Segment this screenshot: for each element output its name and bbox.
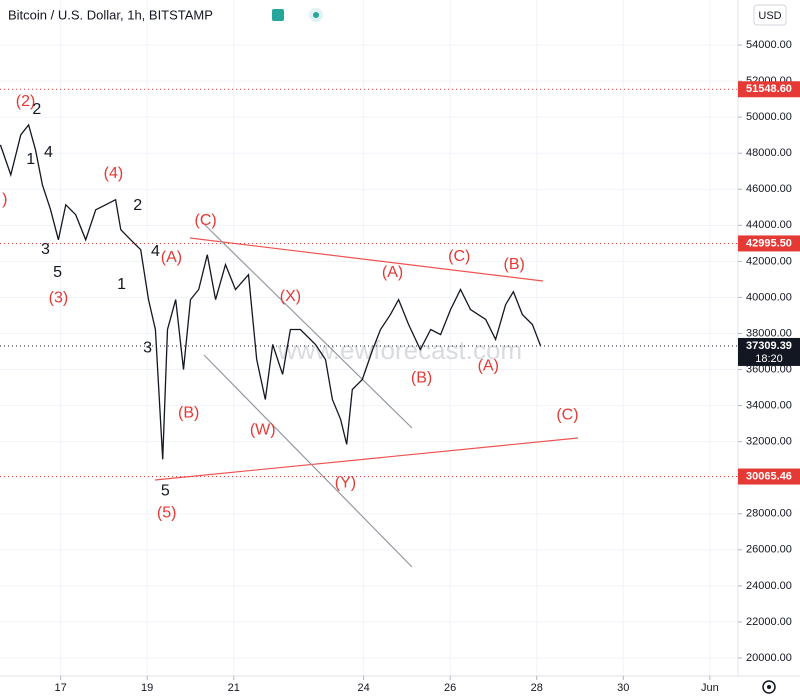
wave-label: 2 xyxy=(32,101,41,118)
y-tick-label: 20000.00 xyxy=(746,652,792,664)
x-tick-label: 28 xyxy=(531,682,543,694)
wave-label: 2 xyxy=(133,197,142,214)
wave-label: ) xyxy=(2,191,7,208)
y-tick-label: 28000.00 xyxy=(746,508,792,520)
wave-label: (2) xyxy=(16,93,36,110)
wave-label: (A) xyxy=(161,249,182,266)
currency-button[interactable] xyxy=(753,4,787,26)
level-label: 37309.39 xyxy=(746,340,792,352)
status-dot xyxy=(313,12,319,18)
y-tick-label: 54000.00 xyxy=(746,39,792,51)
level-time: 18:20 xyxy=(755,353,783,365)
wave-label: (4) xyxy=(104,165,124,182)
wave-label: (B) xyxy=(504,256,525,273)
wave-label: 1 xyxy=(117,276,126,293)
chart-title: Bitcoin / U.S. Dollar, 1h, BITSTAMP xyxy=(8,7,213,22)
wave-label: 5 xyxy=(53,264,62,281)
wave-label: 4 xyxy=(151,243,160,260)
y-tick-label: 22000.00 xyxy=(746,616,792,628)
watermark: www.ewforecast.com xyxy=(277,335,522,365)
x-tick-label: Jun xyxy=(701,682,719,694)
y-tick-label: 24000.00 xyxy=(746,580,792,592)
x-tick-label: 19 xyxy=(141,682,153,694)
wave-label: 4 xyxy=(44,144,53,161)
y-tick-label: 46000.00 xyxy=(746,183,792,195)
wave-label: (X) xyxy=(280,288,301,305)
level-label: 51548.60 xyxy=(746,83,792,95)
x-tick-label: 26 xyxy=(444,682,456,694)
x-tick-label: 24 xyxy=(357,682,369,694)
y-tick-label: 50000.00 xyxy=(746,111,792,123)
currency-label: USD xyxy=(758,10,781,22)
trendlines xyxy=(154,224,579,568)
axes: 20000.00 22000.00 24000.00 26000.00 28000.00… xyxy=(54,39,800,694)
grid xyxy=(0,0,738,676)
level-label: 42995.50 xyxy=(746,237,792,249)
price-line xyxy=(0,123,542,460)
level-badge xyxy=(738,468,800,485)
gear[interactable] xyxy=(762,680,776,694)
channel-line xyxy=(204,224,413,429)
wave-label: (B) xyxy=(178,405,199,422)
wave-label: 3 xyxy=(143,340,152,357)
wave-label: 1 xyxy=(26,151,35,168)
wave-label: (B) xyxy=(411,370,432,387)
y-tick-label: 42000.00 xyxy=(746,255,792,267)
x-tick-label: 21 xyxy=(228,682,240,694)
wave-label: (C) xyxy=(556,407,578,424)
x-tick-label: 17 xyxy=(54,682,66,694)
y-tick-label: 36000.00 xyxy=(746,363,792,375)
gear-center xyxy=(767,685,771,689)
trendline xyxy=(189,237,544,282)
settings-icon[interactable] xyxy=(762,680,776,694)
wave-label: 3 xyxy=(41,241,50,258)
y-tick-label: 34000.00 xyxy=(746,400,792,412)
y-tick-label: 40000.00 xyxy=(746,291,792,303)
wave-label: (Y) xyxy=(335,475,356,492)
channel-line xyxy=(203,354,413,568)
y-tick-label: 48000.00 xyxy=(746,147,792,159)
y-tick-label: 38000.00 xyxy=(746,327,792,339)
wave-label: (5) xyxy=(157,504,177,521)
flag-icon[interactable] xyxy=(272,9,284,21)
level-badge xyxy=(738,235,800,252)
wave-label: (3) xyxy=(49,290,69,307)
y-tick-label: 32000.00 xyxy=(746,436,792,448)
level-badge xyxy=(738,81,800,98)
y-tick-label: 44000.00 xyxy=(746,219,792,231)
wave-label: (A) xyxy=(382,264,403,281)
wave-label: (W) xyxy=(250,422,276,439)
wave-label: (C) xyxy=(448,248,470,265)
plot: (2)241)35(3)(4)24 (A)13(B)5(5)(C)(X)(W)(Y… xyxy=(0,88,738,521)
level-label: 30065.46 xyxy=(746,470,792,482)
level-badge xyxy=(738,337,800,366)
trendline xyxy=(154,437,579,481)
wave-label: 5 xyxy=(161,482,170,499)
y-tick-label: 26000.00 xyxy=(746,544,792,556)
wave-label: (C) xyxy=(194,212,216,229)
wave-label: (A) xyxy=(478,358,499,375)
x-tick-label: 30 xyxy=(617,682,629,694)
